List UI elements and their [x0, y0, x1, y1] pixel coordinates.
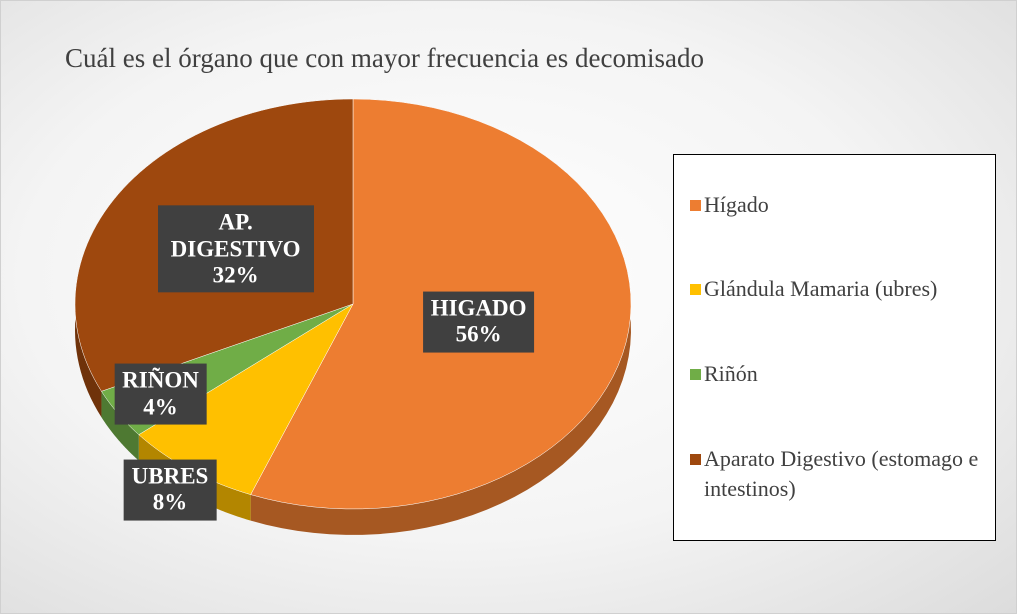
data-label-value: 4%	[143, 394, 178, 420]
data-label-name: AP. DIGESTIVO	[170, 209, 301, 261]
legend-swatch	[690, 284, 701, 296]
legend: Hígado Glándula Mamaria (ubres) Riñón Apara…	[673, 154, 996, 541]
legend-swatch	[690, 453, 701, 465]
legend-label: Glándula Mamaria (ubres)	[704, 276, 938, 302]
legend-label: Aparato Digestivo (estomago e intestinos…	[704, 445, 979, 502]
data-label-name: RIÑON	[122, 367, 199, 393]
legend-swatch	[690, 199, 701, 211]
legend-label: Hígado	[704, 191, 769, 217]
legend-label: Riñón	[704, 360, 758, 386]
data-label: UBRES 8%	[123, 459, 217, 521]
data-label: RIÑON 4%	[114, 363, 207, 425]
data-label-value: 32%	[212, 262, 259, 288]
data-label-name: UBRES	[131, 463, 209, 489]
data-label: AP. DIGESTIVO 32%	[157, 205, 314, 293]
legend-item: Glándula Mamaria (ubres)	[690, 274, 985, 305]
chart-title: Cuál es el órgano que con mayor frecuenc…	[65, 43, 705, 73]
data-label-value: 56%	[455, 321, 502, 347]
pie-slice-side	[101, 391, 139, 461]
legend-swatch	[690, 368, 701, 380]
legend-item: Riñón	[690, 359, 985, 390]
legend-item: Hígado	[690, 190, 985, 221]
data-label-value: 8%	[152, 489, 188, 515]
data-label: HIGADO 56%	[422, 291, 535, 353]
data-label-name: HIGADO	[430, 295, 527, 321]
legend-item: Aparato Digestivo (estomago e intestinos…	[690, 444, 985, 506]
